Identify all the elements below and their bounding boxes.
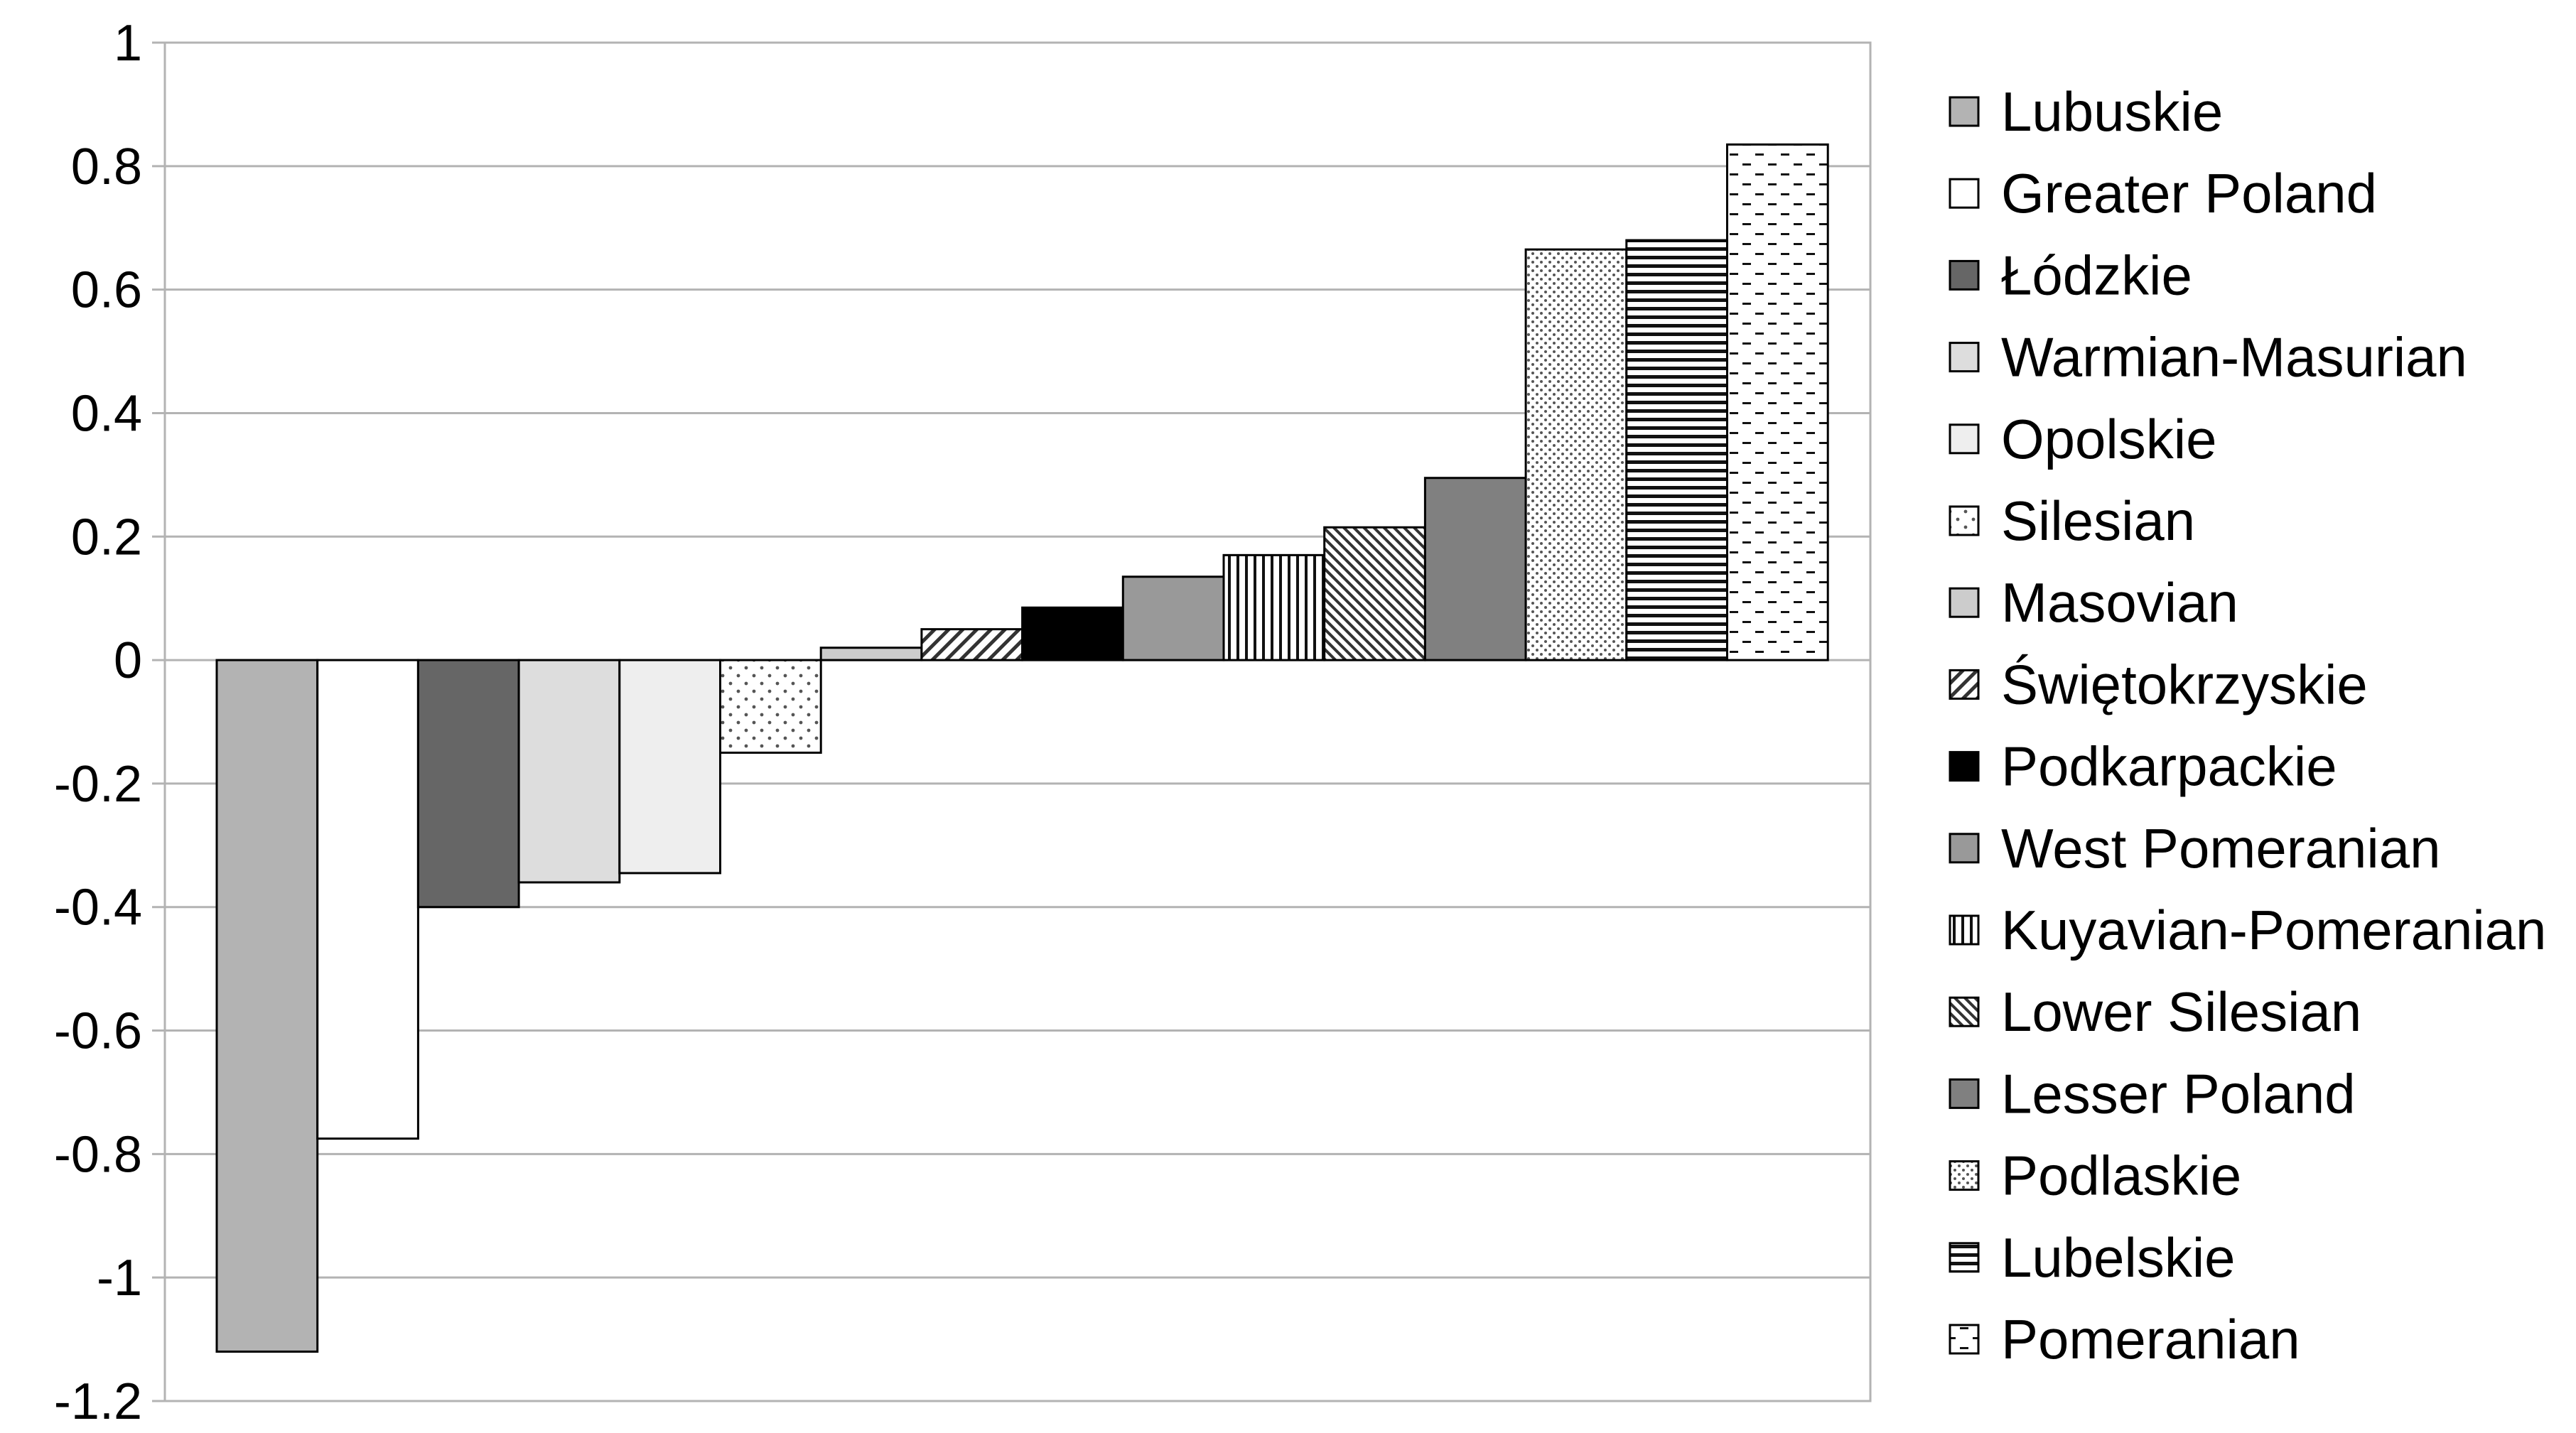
legend-label: Greater Poland <box>2001 162 2377 225</box>
legend-label: Silesian <box>2001 490 2195 552</box>
legend-label: Warmian-Masurian <box>2001 326 2467 389</box>
bars <box>215 143 1829 1353</box>
legend-label: Lesser Poland <box>2001 1062 2356 1125</box>
bar-kuyavian-pomeranian <box>1222 553 1326 661</box>
legend-label: Kuyavian-Pomeranian <box>2001 899 2546 961</box>
legend-swatch <box>1949 178 1980 209</box>
y-tick-label: 0.2 <box>71 509 142 566</box>
legend-swatch <box>1949 342 1980 373</box>
legend-swatch <box>1949 833 1980 864</box>
legend-swatch <box>1949 996 1980 1027</box>
legend-swatch <box>1949 1160 1980 1191</box>
bar--dzkie <box>416 659 520 909</box>
legend-swatch <box>1949 1078 1980 1109</box>
legend-label: Łódzkie <box>2001 244 2192 306</box>
bar-lubuskie <box>215 659 319 1353</box>
legend-label: Opolskie <box>2001 408 2216 470</box>
legend-swatch <box>1949 1242 1980 1273</box>
y-tick-label: -0.2 <box>54 756 142 813</box>
bar-opolskie <box>618 659 721 875</box>
legend-swatch <box>1949 96 1980 127</box>
y-tick-label: 0 <box>114 632 142 689</box>
bar-pomeranian <box>1726 143 1829 661</box>
y-tick-label: 0.6 <box>71 262 142 319</box>
legend-label: Podkarpackie <box>2001 735 2337 798</box>
legend-swatch <box>1949 587 1980 618</box>
bar-lubelskie <box>1625 239 1729 661</box>
bar-masovian <box>819 647 923 661</box>
y-tick-label: -0.6 <box>54 1003 142 1060</box>
y-tick-label: 1 <box>114 15 142 72</box>
legend: Lubuskie Greater Poland Łódzkie Warmian-Mas… <box>1949 80 2546 1370</box>
y-tick-label: -1 <box>97 1250 142 1307</box>
bar-lesser-poland <box>1423 477 1527 661</box>
legend-label: Podlaskie <box>2001 1145 2241 1207</box>
legend-swatch <box>1949 751 1980 782</box>
y-axis: 1 0.8 0.6 0.4 0.2 0 -0.2 -0.4 -0.6 -0.8 -1 -1.2 <box>54 15 166 1430</box>
legend-swatch <box>1949 914 1980 946</box>
bar-warmian-masurian <box>517 659 621 884</box>
bar--wi-tokrzyskie <box>920 628 1024 661</box>
legend-swatch <box>1949 423 1980 455</box>
bar-lower-silesian <box>1323 526 1426 661</box>
legend-label: Lubuskie <box>2001 80 2223 143</box>
legend-label: Masovian <box>2001 571 2238 634</box>
y-tick-label: 0.8 <box>71 139 142 195</box>
legend-label: West Pomeranian <box>2001 817 2441 880</box>
bar-west-pomeranian <box>1121 575 1225 661</box>
bar-podkarpackie <box>1021 606 1124 661</box>
y-tick-label: -0.8 <box>54 1126 142 1183</box>
legend-swatch <box>1949 669 1980 700</box>
legend-label: Lubelskie <box>2001 1226 2236 1289</box>
legend-swatch <box>1949 259 1980 291</box>
legend-label: Świętokrzyskie <box>2001 653 2368 715</box>
bar-greater-poland <box>316 659 419 1140</box>
y-tick-label: -0.4 <box>54 880 142 936</box>
legend-swatch <box>1949 505 1980 536</box>
y-tick-label: 0.4 <box>71 385 142 442</box>
bar-podlaskie <box>1524 248 1628 661</box>
y-tick-label: -1.2 <box>54 1373 142 1430</box>
legend-label: Lower Silesian <box>2001 980 2361 1043</box>
bar-silesian <box>719 659 822 754</box>
legend-swatch <box>1949 1324 1980 1355</box>
legend-label: Pomeranian <box>2001 1308 2300 1370</box>
